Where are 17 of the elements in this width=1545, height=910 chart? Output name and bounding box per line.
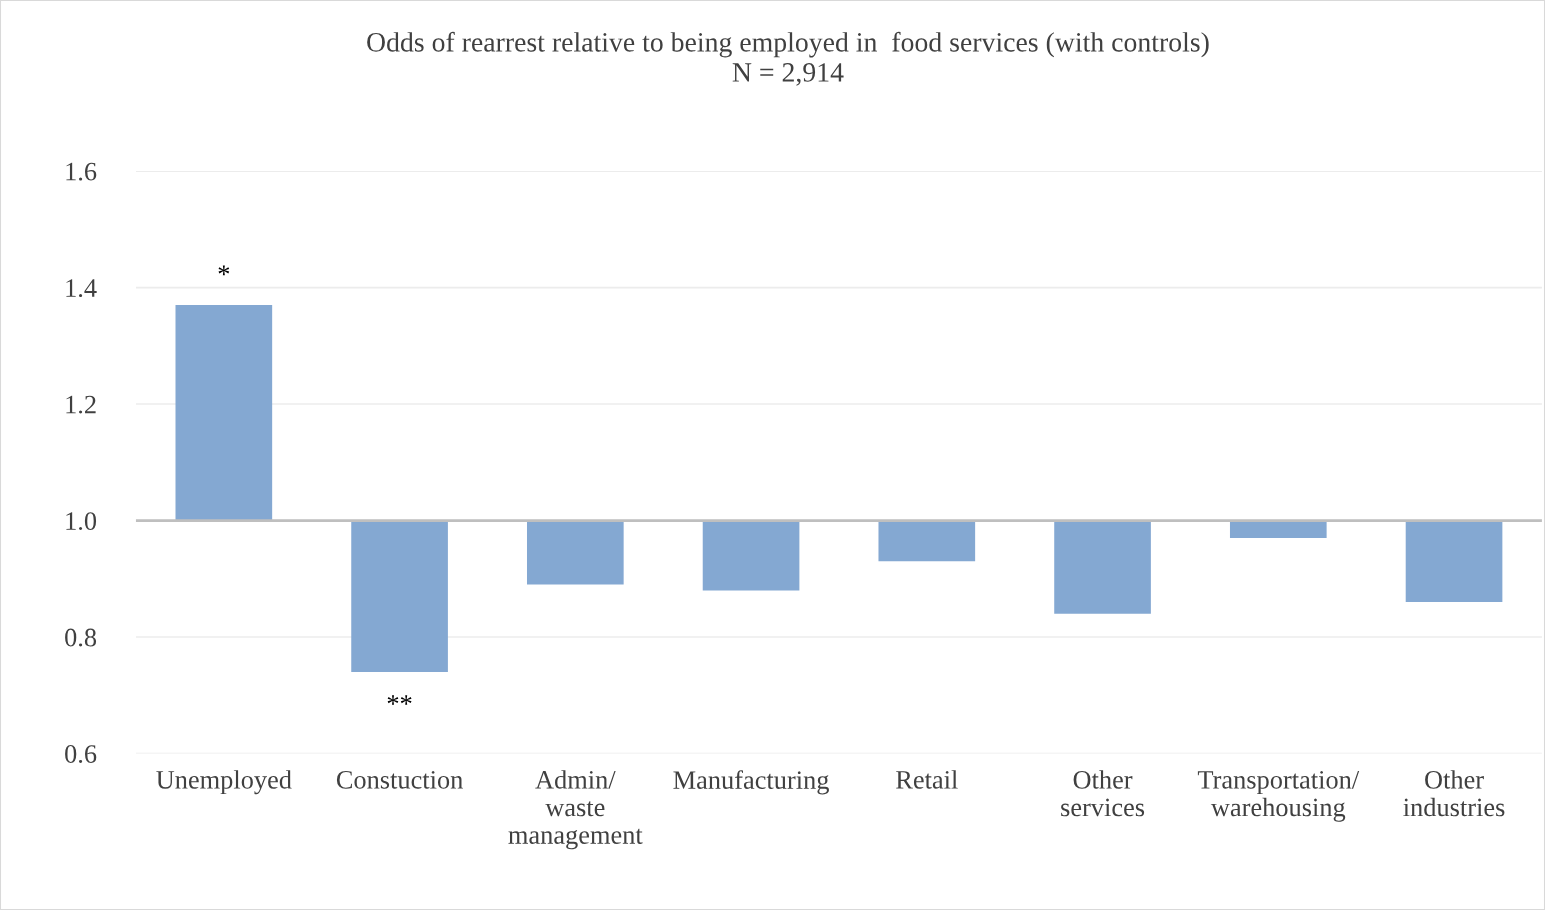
y-tick-label: 1.4 xyxy=(66,279,97,298)
x-tick-label: Admin/ waste management xyxy=(508,770,643,850)
y-tick-label: 0.8 xyxy=(65,628,97,647)
x-tick-label: Transportation/ warehousing xyxy=(1197,770,1360,822)
x-tick-label: Retail xyxy=(896,770,958,789)
chart-title: Odds of rearrest relative to being employed in food services (with controls) N = 2,914 xyxy=(367,31,1209,86)
annotation: ** xyxy=(387,695,412,705)
y-tick-label: 1.2 xyxy=(66,395,96,414)
y-tick-label: 0.6 xyxy=(65,745,97,764)
x-tick-label: Other industries xyxy=(1403,770,1505,817)
x-tick-label: Unemployed xyxy=(156,770,292,795)
annotation: * xyxy=(218,265,230,276)
x-tick-label: Manufacturing xyxy=(673,770,829,795)
y-tick-label: 1.0 xyxy=(66,512,97,531)
x-tick-label: Other services xyxy=(1061,770,1145,817)
y-tick-label: 1.6 xyxy=(66,162,97,181)
x-tick-label: Constuction xyxy=(336,770,463,789)
